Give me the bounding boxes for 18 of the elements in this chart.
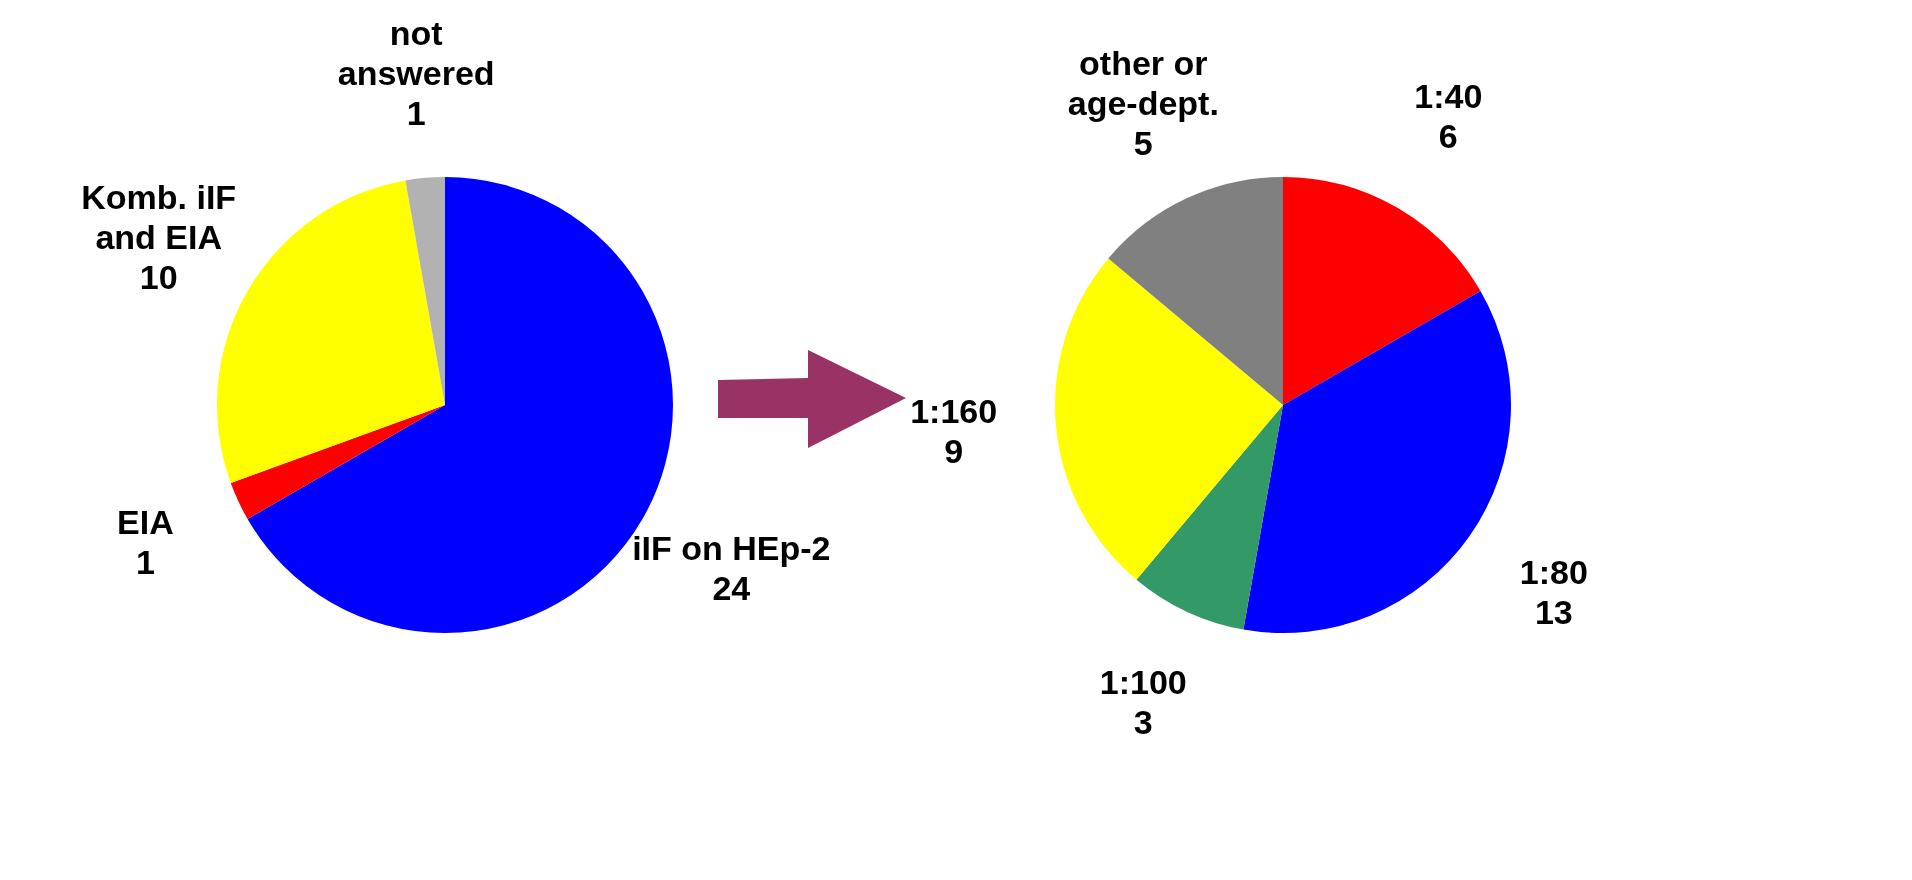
slice-label: 1:100 [1099, 663, 1187, 701]
slice-label: 1:160 [910, 392, 998, 431]
slice-label: iIF on HEp-2 [632, 528, 831, 567]
data-label: 1 [406, 94, 426, 133]
data-label: 10 [139, 258, 178, 297]
slice-label: 1:80 [1519, 553, 1588, 591]
slice-label: not answered [337, 14, 495, 93]
data-label: 5 [1133, 123, 1153, 162]
slice-label: Komb. iIF and EIA [81, 178, 237, 257]
data-label: 3 [1133, 703, 1153, 741]
slice-label: other or age-dept. [1067, 43, 1219, 122]
data-label: 9 [944, 432, 964, 471]
slice-label: 1:40 [1414, 77, 1483, 116]
data-label: 13 [1534, 593, 1573, 631]
slice-label: EIA [117, 503, 174, 542]
data-label: 24 [712, 568, 751, 607]
data-label: 6 [1438, 117, 1458, 156]
data-label: 1 [135, 543, 155, 582]
